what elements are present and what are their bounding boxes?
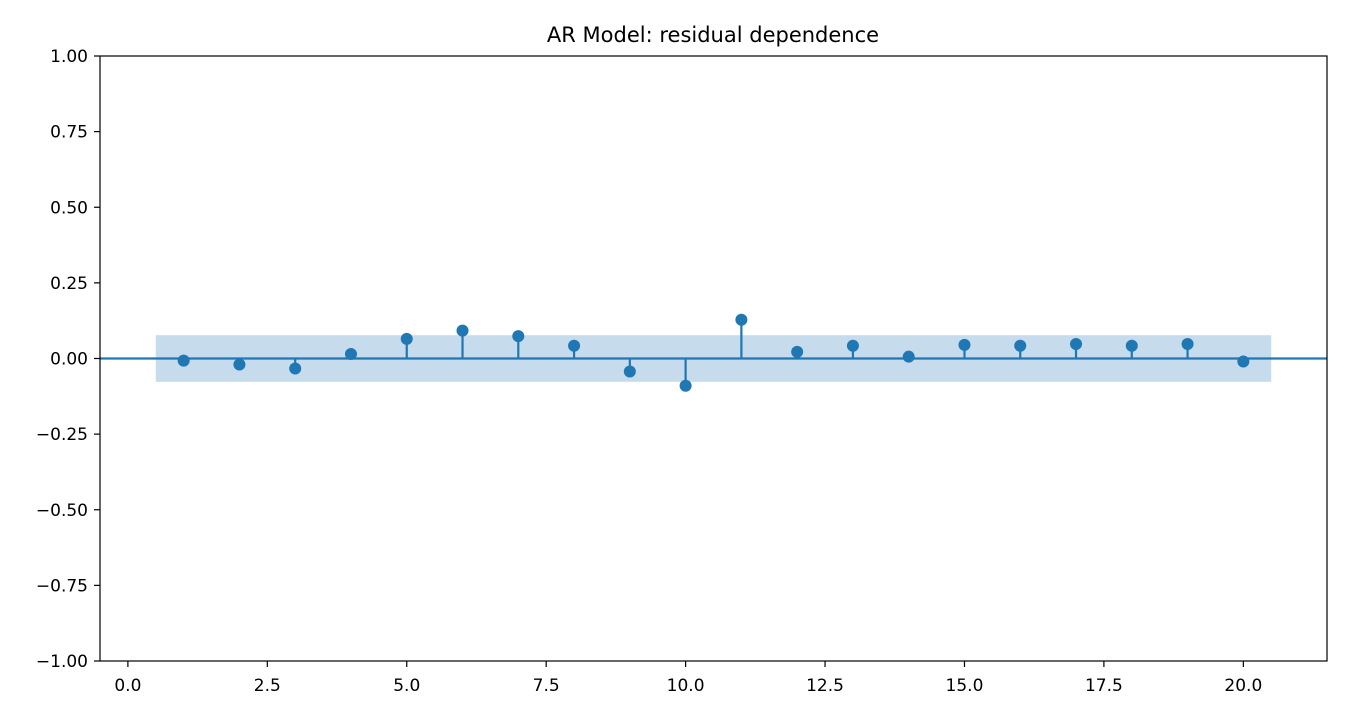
- x-tick-label: 5.0: [393, 676, 420, 696]
- stem-marker-lag-11: [735, 313, 748, 326]
- stem-marker-lag-14: [902, 350, 915, 363]
- y-tick-label: −1.00: [36, 652, 88, 672]
- stem-marker-lag-4: [344, 347, 357, 360]
- y-tick-label: −0.25: [36, 425, 88, 445]
- y-tick-label: −0.50: [36, 501, 88, 521]
- stem-marker-lag-2: [233, 358, 246, 371]
- x-tick-label: 15.0: [946, 676, 984, 696]
- stem-marker-lag-8: [568, 339, 581, 352]
- y-tick-label: 0.25: [50, 274, 88, 294]
- stem-marker-lag-5: [400, 332, 413, 345]
- stem-marker-lag-7: [512, 330, 525, 343]
- stem-layer: [177, 313, 1250, 392]
- x-tick-label: 20.0: [1224, 676, 1262, 696]
- stem-marker-lag-16: [1014, 339, 1027, 352]
- x-tick-label: 0.0: [114, 676, 141, 696]
- y-tick-label: 1.00: [50, 47, 88, 67]
- stem-marker-lag-9: [623, 365, 636, 378]
- stem-marker-lag-6: [456, 324, 469, 337]
- stem-marker-lag-15: [958, 338, 971, 351]
- y-tick-label: −0.75: [36, 576, 88, 596]
- y-tick-label: 0.75: [50, 123, 88, 143]
- stem-marker-lag-13: [846, 339, 859, 352]
- y-tick-label: 0.50: [50, 198, 88, 218]
- x-tick-label: 12.5: [806, 676, 844, 696]
- stem-marker-lag-3: [289, 362, 302, 375]
- stem-marker-lag-19: [1181, 337, 1194, 350]
- x-tick-label: 2.5: [254, 676, 281, 696]
- x-tick-label: 10.0: [667, 676, 705, 696]
- stem-marker-lag-1: [177, 354, 190, 367]
- stem-marker-lag-12: [791, 345, 804, 358]
- axes-layer: 1.00 0.75 0.50 0.25 0.00 −0.25 −0.50 −0.75 −1.00…: [36, 47, 1328, 696]
- y-tick-label: 0.00: [50, 350, 88, 370]
- stem-marker-lag-20: [1237, 355, 1250, 368]
- stem-marker-lag-18: [1125, 339, 1138, 352]
- stem-marker-lag-17: [1070, 337, 1083, 350]
- stem-marker-lag-10: [679, 379, 692, 392]
- x-tick-label: 7.5: [533, 676, 560, 696]
- chart-title: AR Model: residual dependence: [547, 23, 879, 47]
- x-tick-label: 17.5: [1085, 676, 1123, 696]
